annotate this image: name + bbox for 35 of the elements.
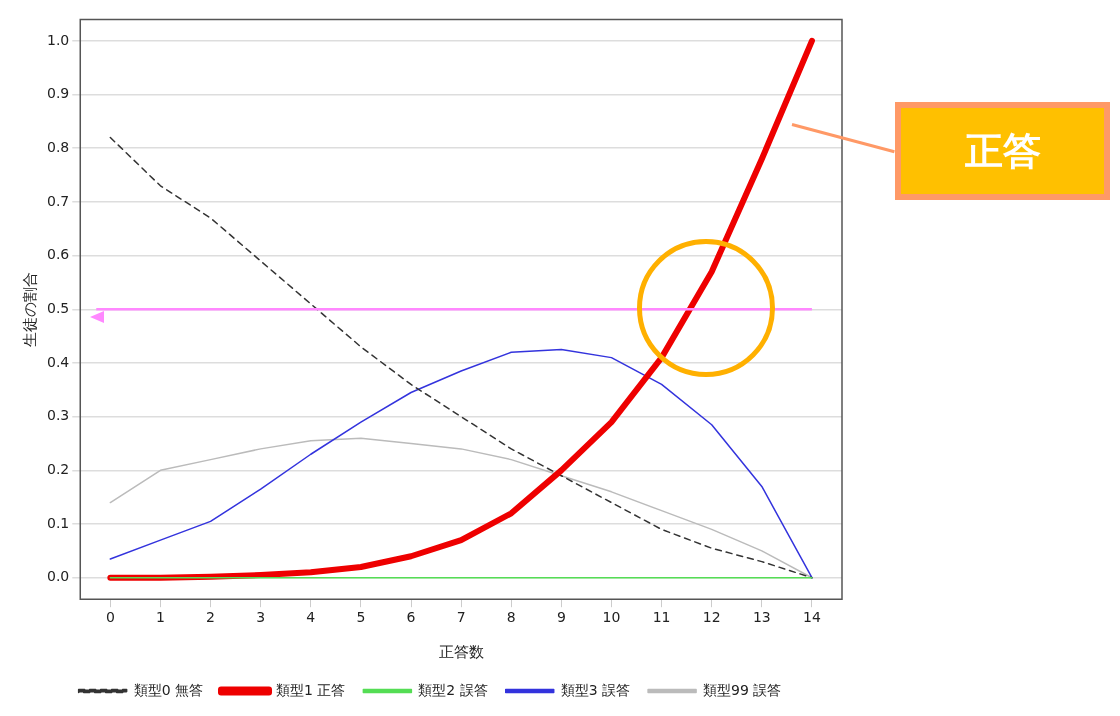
legend-label: 類型0 無答 <box>133 681 204 698</box>
x-tick-label: 11 <box>652 609 671 626</box>
x-tick-label: 5 <box>356 609 366 626</box>
y-axis-title: 生徒の割合 <box>20 271 39 347</box>
legend-label: 類型99 誤答 <box>703 681 782 698</box>
y-tick-label: 1.0 <box>47 31 70 48</box>
x-tick-label: 3 <box>256 609 266 626</box>
y-tick-label: 0.2 <box>47 461 70 477</box>
legend-label: 類型1 正答 <box>276 681 346 698</box>
text: 正答 <box>895 102 1110 201</box>
line-series <box>109 136 813 579</box>
y-tick-label: 0.8 <box>47 138 70 155</box>
y-tick-label: 0.5 <box>47 299 70 316</box>
legend-label: 類型2 誤答 <box>418 681 488 698</box>
y-tick-label: 0.7 <box>47 192 70 209</box>
x-tick-label: 6 <box>406 609 416 626</box>
x-tick-label: 7 <box>456 609 466 626</box>
x-tick-label: 8 <box>506 609 516 626</box>
y-tick-label: 0.6 <box>47 246 70 263</box>
x-tick-label: 13 <box>752 609 771 626</box>
y-tick-label: 0.9 <box>47 85 70 102</box>
y-tick-label: 0.1 <box>47 514 70 531</box>
x-tick-label: 4 <box>306 609 316 626</box>
y-tick-label: 0.4 <box>47 353 70 370</box>
x-tick-label: 2 <box>206 609 216 626</box>
x-tick-label: 0 <box>105 609 115 626</box>
x-tick-label: 14 <box>803 609 821 626</box>
x-axis-title: 正答数 <box>438 642 484 661</box>
x-tick-label: 10 <box>602 609 621 626</box>
y-tick-label: 0.0 <box>47 568 70 585</box>
x-tick-label: 12 <box>702 609 721 626</box>
x-tick-label: 1 <box>155 609 165 626</box>
legend-label: 類型3 誤答 <box>560 681 631 698</box>
x-tick-label: 9 <box>556 609 566 626</box>
y-tick-label: 0.3 <box>47 407 70 424</box>
